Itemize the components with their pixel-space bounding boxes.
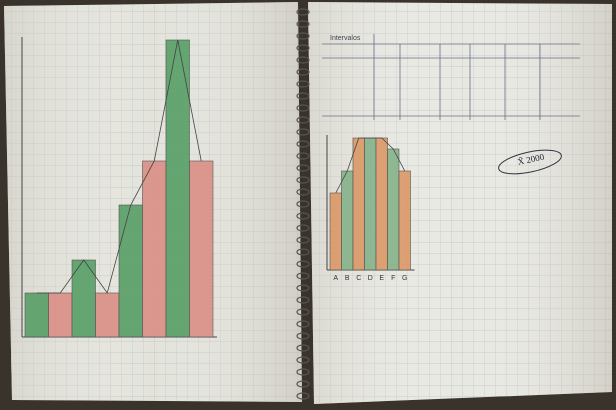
data-table [322, 34, 580, 120]
ring [296, 104, 310, 112]
ring [296, 344, 310, 352]
ring [296, 200, 310, 208]
bar [352, 137, 365, 271]
bar [118, 204, 143, 338]
spiral-binding [296, 8, 310, 400]
table-header: Intervalos [330, 35, 361, 42]
ring [296, 356, 310, 364]
annotation-circle [498, 149, 562, 175]
bar [329, 192, 342, 271]
ring [296, 92, 310, 100]
bar [398, 170, 411, 271]
bar [341, 170, 354, 271]
bar [48, 292, 73, 338]
x-tick-label: B [345, 275, 350, 282]
ring [296, 272, 310, 280]
bar [189, 160, 214, 338]
ring [296, 308, 310, 316]
ring [296, 8, 310, 16]
ring [296, 68, 310, 76]
bar [375, 137, 388, 271]
ring [296, 368, 310, 376]
frequency-polygon [335, 137, 406, 194]
ring [296, 56, 310, 64]
bar [165, 39, 190, 338]
ring [296, 392, 310, 400]
x-tick-label: E [379, 275, 384, 282]
right-page [308, 2, 612, 404]
ring [296, 284, 310, 292]
ring [296, 260, 310, 268]
ring [296, 212, 310, 220]
ring [296, 152, 310, 160]
bar [387, 148, 400, 271]
ring [296, 80, 310, 88]
bar [364, 137, 377, 271]
ring [296, 32, 310, 40]
ring [296, 128, 310, 136]
ring [296, 224, 310, 232]
frequency-polygon [36, 39, 202, 294]
ring [296, 248, 310, 256]
ring [296, 320, 310, 328]
x-tick-label: G [402, 275, 407, 282]
ring [296, 20, 310, 28]
ring [296, 380, 310, 388]
ring [296, 188, 310, 196]
x-tick-label: C [356, 275, 361, 282]
x-tick-label: A [333, 275, 338, 282]
ring [296, 296, 310, 304]
ring [296, 332, 310, 340]
ring [296, 176, 310, 184]
bar [24, 292, 49, 338]
ring [296, 236, 310, 244]
x-tick-label: D [368, 275, 373, 282]
ring [296, 116, 310, 124]
ring [296, 164, 310, 172]
bar [95, 292, 120, 338]
x-tick-label: F [391, 275, 395, 282]
bar [142, 160, 167, 338]
ring [296, 140, 310, 148]
ring [296, 44, 310, 52]
